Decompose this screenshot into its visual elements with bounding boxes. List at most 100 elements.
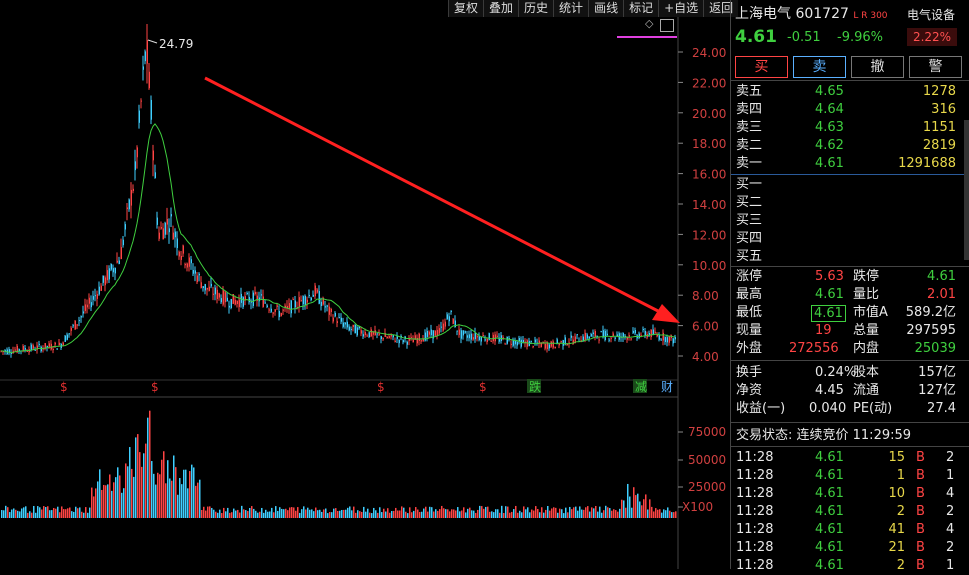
candle-body xyxy=(86,304,88,308)
back-button[interactable]: 返回 xyxy=(703,0,739,17)
chart-canvas[interactable]: 24.00 22.00 20.00 18.00 16.00 14.00 12.00 10.00… xyxy=(0,0,730,569)
restore-rights-button[interactable]: 复权 xyxy=(448,0,484,17)
event-mark: $ xyxy=(151,380,159,394)
volume-bar xyxy=(269,511,271,518)
volume-bar xyxy=(29,511,31,518)
buy-button[interactable]: 买 xyxy=(735,56,788,78)
bid-row-5[interactable]: 买五 xyxy=(736,249,763,264)
candle-body xyxy=(658,335,660,340)
volume-bar xyxy=(211,507,213,518)
candle-body xyxy=(486,338,488,343)
candle-body xyxy=(84,304,86,311)
volume-bar xyxy=(133,476,135,518)
sell-button[interactable]: 卖 xyxy=(793,56,846,78)
kline-chart[interactable]: 24.00 22.00 20.00 18.00 16.00 14.00 12.00 10.00… xyxy=(0,0,730,569)
candle-body xyxy=(474,332,476,340)
candle-body xyxy=(168,228,170,233)
candle-body xyxy=(550,341,552,347)
volume-bar xyxy=(551,508,553,518)
volume-bar xyxy=(299,512,301,518)
volume-bar xyxy=(337,511,339,518)
candle-body xyxy=(322,297,324,305)
diamond-icon[interactable]: ◇ xyxy=(645,17,654,30)
candle-body xyxy=(202,286,204,288)
statistics-button[interactable]: 统计 xyxy=(553,0,589,17)
sector-name[interactable]: 电气设备 xyxy=(907,8,956,22)
candle-body xyxy=(306,299,308,303)
volume-bar xyxy=(565,507,567,518)
volume-bar xyxy=(379,507,381,518)
tick-time: 11:28 xyxy=(736,558,774,573)
candle-body xyxy=(564,337,566,345)
candle-body xyxy=(414,335,416,340)
bid-row-3[interactable]: 买三 xyxy=(736,213,763,228)
candle-body xyxy=(64,335,66,342)
ask-row-4[interactable]: 卖四 4.64 316 xyxy=(736,102,956,117)
candle-body xyxy=(236,300,238,305)
volume-bar xyxy=(479,505,481,518)
volume-bar xyxy=(331,512,333,518)
candle-body xyxy=(648,333,650,336)
candle-body xyxy=(140,100,142,102)
bid-row-1[interactable]: 买一 xyxy=(736,177,763,192)
volume-bar xyxy=(417,509,419,518)
ask-row-3[interactable]: 卖三 4.63 1151 xyxy=(736,120,956,135)
ask-row-5[interactable]: 卖五 4.65 1278 xyxy=(736,84,956,99)
candle-body xyxy=(276,305,278,307)
candle-body xyxy=(540,343,542,348)
candle-body xyxy=(92,296,94,300)
volume-bar xyxy=(453,509,455,518)
candle-body xyxy=(188,257,190,267)
mark-button[interactable]: 标记 xyxy=(623,0,659,17)
candle-body xyxy=(472,337,474,340)
bid-row-2[interactable]: 买二 xyxy=(736,195,763,210)
volume-bar xyxy=(497,509,499,518)
cancel-order-button[interactable]: 撤 xyxy=(851,56,904,78)
price-change-pct: -9.96% xyxy=(837,30,883,45)
bid-row-4[interactable]: 买四 xyxy=(736,231,763,246)
volume-bar xyxy=(455,510,457,518)
candle-body xyxy=(348,326,350,331)
ask-row-1[interactable]: 卖一 4.61 1291688 xyxy=(736,156,956,171)
volume-bar xyxy=(67,508,69,518)
y-tick-label: 24.00 xyxy=(692,46,726,60)
candle-body xyxy=(24,348,26,350)
add-watchlist-button[interactable]: +自选 xyxy=(658,0,704,17)
candle-body xyxy=(30,344,32,350)
candle-body xyxy=(124,224,126,230)
volume-bar xyxy=(183,469,185,518)
volume-bar xyxy=(213,509,215,518)
candle-body xyxy=(254,291,256,295)
stat-row-high: 最高 4.61 量比 2.01 xyxy=(736,287,956,302)
volume-bar xyxy=(245,510,247,518)
alert-button[interactable]: 警 xyxy=(909,56,962,78)
history-button[interactable]: 历史 xyxy=(518,0,554,17)
candle-body xyxy=(652,329,654,335)
candle-body xyxy=(174,231,176,238)
candle-body xyxy=(498,337,500,342)
scrollbar[interactable] xyxy=(964,120,969,260)
candle-body xyxy=(78,320,80,322)
draw-line-button[interactable]: 画线 xyxy=(588,0,624,17)
y-tick-label: 20.00 xyxy=(692,107,726,121)
panel-toggle-icon[interactable] xyxy=(660,19,674,32)
candle-body xyxy=(382,338,384,340)
candle-body xyxy=(234,299,236,305)
volume-bar xyxy=(271,507,273,518)
volume-bar xyxy=(237,509,239,518)
volume-bar xyxy=(259,511,261,518)
volume-bar xyxy=(181,484,183,518)
candle-body xyxy=(200,282,202,288)
volume-bar xyxy=(311,509,313,518)
candle-body xyxy=(164,222,166,235)
candle-body xyxy=(512,339,514,346)
volume-bar xyxy=(191,464,193,518)
volume-bar xyxy=(585,507,587,518)
candle-body xyxy=(520,339,522,347)
event-mark: 跌 xyxy=(529,379,541,394)
candle-body xyxy=(260,294,262,296)
tick-count: 1 xyxy=(946,558,955,573)
candle-body xyxy=(204,284,206,291)
ask-row-2[interactable]: 卖二 4.62 2819 xyxy=(736,138,956,153)
overlay-button[interactable]: 叠加 xyxy=(483,0,519,17)
